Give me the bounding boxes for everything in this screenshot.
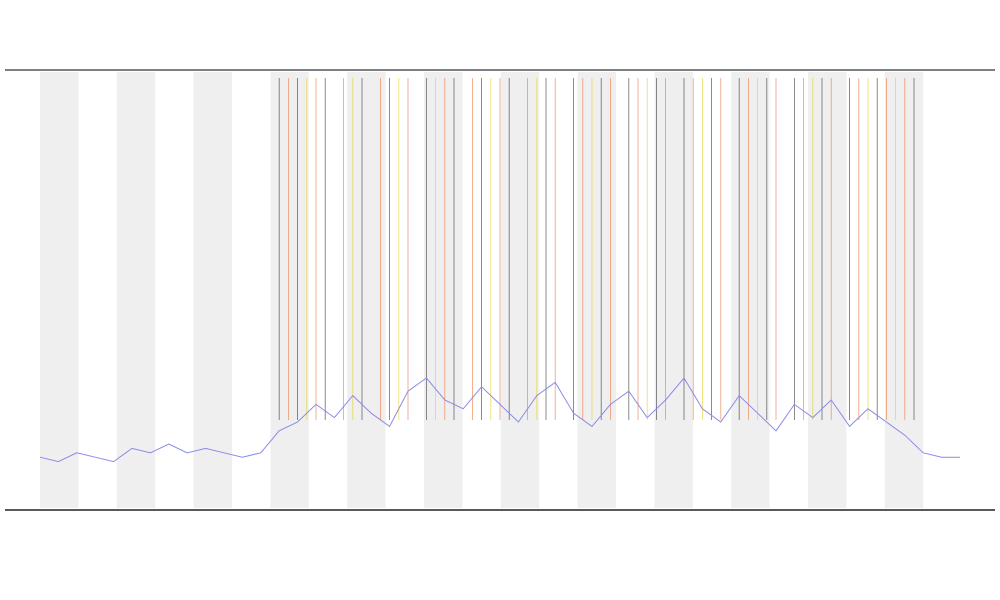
- band: [270, 72, 309, 508]
- band: [193, 72, 232, 508]
- band: [116, 72, 156, 508]
- band: [731, 72, 770, 508]
- series-line: [39, 377, 960, 463]
- plot: [39, 78, 960, 463]
- band: [884, 72, 924, 508]
- band: [577, 72, 616, 508]
- band: [347, 72, 386, 508]
- band: [808, 72, 847, 508]
- band: [500, 72, 540, 508]
- band: [40, 72, 79, 508]
- band: [424, 72, 463, 508]
- bands: [40, 72, 924, 508]
- band: [654, 72, 693, 508]
